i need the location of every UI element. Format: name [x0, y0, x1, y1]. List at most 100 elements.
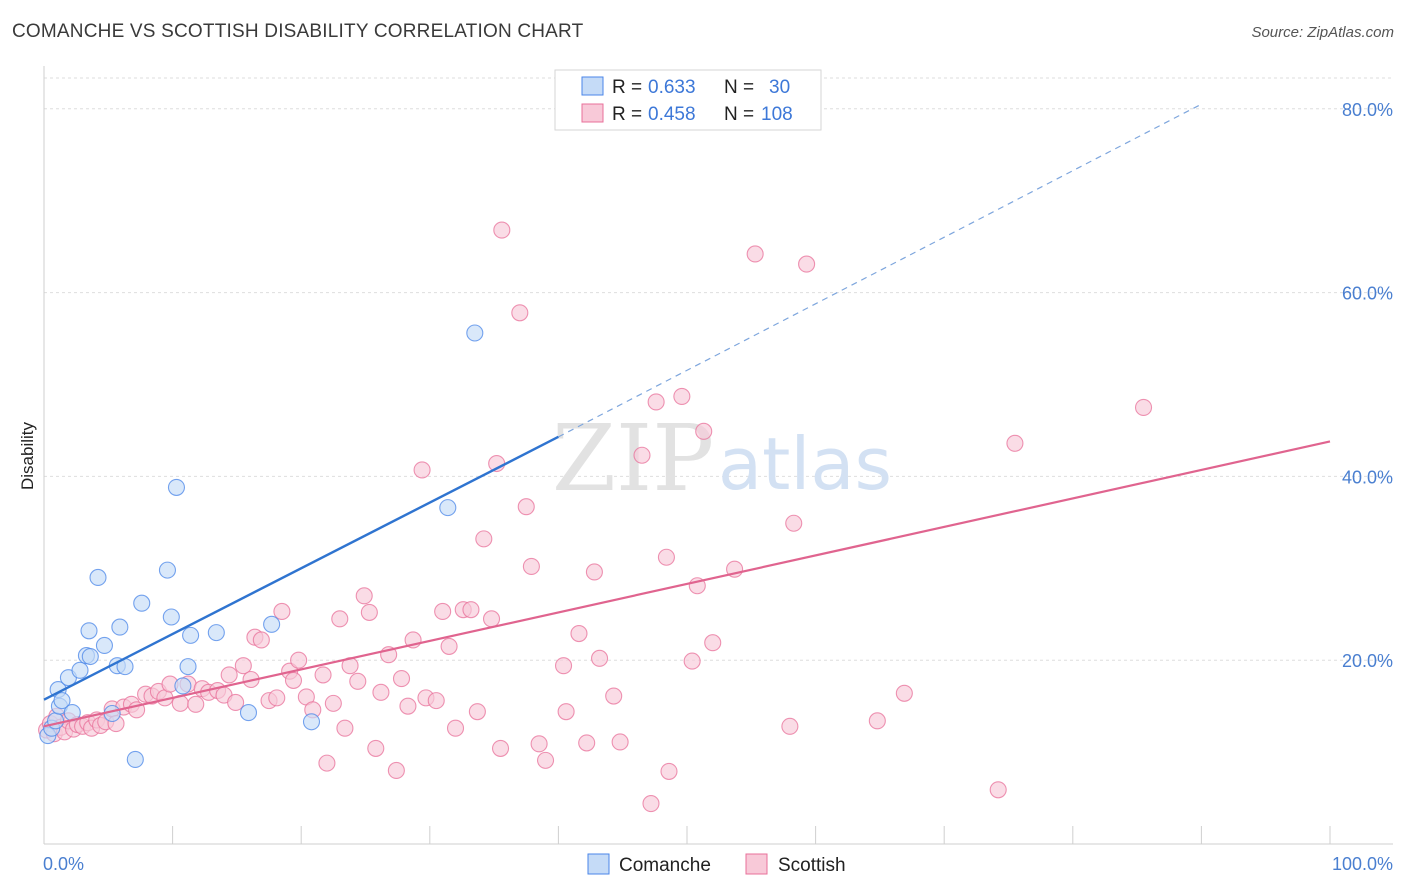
comanche-point — [167, 478, 186, 496]
scottish-point — [468, 703, 486, 721]
scottish-point — [585, 563, 603, 581]
scottish-point — [462, 601, 480, 619]
scottish-point — [399, 697, 417, 715]
grid-lines — [44, 77, 1392, 661]
scottish-point — [660, 762, 678, 780]
legend-r-value-comanche: 0.633 — [648, 77, 696, 98]
comanche-point — [302, 713, 321, 731]
scottish-point — [1006, 434, 1024, 452]
scottish-point — [989, 781, 1007, 799]
scottish-point — [413, 461, 431, 479]
scottish-point — [314, 666, 332, 684]
comanche-point — [239, 704, 258, 722]
comanche-point — [53, 692, 71, 710]
scottish-point — [491, 739, 510, 757]
comanche-point — [179, 658, 197, 676]
legend-n-label-scottish: N = — [724, 104, 754, 125]
legend: R = 0.633 N = 30 R = 0.458 N = 108 — [554, 69, 822, 131]
scottish-point — [336, 719, 354, 737]
comanche-points — [39, 324, 484, 768]
scottish-point — [557, 703, 575, 721]
scottish-point — [611, 733, 629, 751]
scottish-points — [38, 221, 1153, 813]
scottish-point — [785, 514, 803, 532]
scottish-point — [482, 610, 501, 628]
scottish-point — [511, 304, 529, 322]
comanche-point — [133, 594, 151, 612]
comanche-point — [126, 750, 144, 768]
comanche-point — [263, 615, 281, 633]
bottom-legend-label-comanche: Comanche — [619, 855, 711, 876]
scottish-point — [475, 530, 493, 548]
scottish-point — [1134, 398, 1153, 417]
scottish-point — [227, 693, 245, 712]
legend-r-value-scottish: 0.458 — [648, 104, 696, 125]
comanche-point — [71, 661, 89, 679]
scottish-trend-line — [43, 440, 1331, 728]
scottish-point — [367, 739, 385, 757]
scottish-point — [331, 610, 349, 628]
scottish-point — [570, 624, 588, 643]
scottish-point — [440, 637, 458, 655]
y-tick-label: 80.0% — [1342, 100, 1393, 120]
comanche-trend-line — [43, 435, 559, 701]
watermark-atlas: atlas — [718, 422, 892, 506]
comanche-point — [207, 624, 225, 642]
scottish-point — [673, 387, 691, 405]
scottish-point — [268, 689, 286, 707]
scottish-point — [392, 670, 411, 688]
scottish-point — [530, 735, 548, 753]
scottish-point — [695, 422, 713, 440]
legend-swatch-comanche — [581, 76, 604, 96]
scottish-point — [657, 548, 675, 566]
scottish-point — [781, 717, 799, 735]
scottish-point — [605, 687, 623, 705]
source-label: Source: ZipAtlas.com — [1251, 24, 1394, 41]
scottish-point — [798, 255, 816, 273]
scottish-point — [220, 666, 238, 684]
scottish-point — [187, 695, 205, 713]
scottish-point — [493, 221, 511, 239]
scottish-point — [290, 651, 308, 669]
scottish-point — [284, 671, 303, 689]
axes — [43, 66, 1393, 845]
bottom-legend-label-scottish: Scottish — [778, 855, 846, 876]
comanche-point — [174, 677, 192, 695]
scottish-point — [446, 719, 465, 737]
scottish-point — [355, 587, 373, 605]
legend-swatch-scottish — [581, 103, 604, 123]
scottish-point — [234, 657, 252, 675]
scottish-point — [360, 603, 378, 621]
comanche-point — [439, 499, 457, 517]
x-tick-label-max: 100.0% — [1332, 854, 1393, 874]
scottish-point — [704, 634, 722, 652]
scottish-point — [318, 754, 336, 772]
legend-n-label-comanche: N = — [724, 77, 754, 98]
bottom-legend-swatch-comanche — [587, 853, 610, 875]
scottish-point — [536, 751, 555, 769]
trend-lines — [43, 103, 1331, 728]
scottish-point — [387, 761, 405, 780]
comanche-point — [111, 618, 129, 636]
bottom-legend-swatch-scottish — [745, 853, 768, 875]
scottish-point — [746, 245, 764, 263]
scottish-point — [349, 672, 367, 690]
scottish-point — [273, 602, 291, 621]
y-tick-label: 20.0% — [1342, 651, 1393, 671]
legend-r-label-comanche: R = — [612, 77, 642, 98]
scottish-point — [427, 692, 445, 710]
bottom-legend: Comanche Scottish — [587, 853, 846, 876]
legend-n-value-scottish: 108 — [761, 104, 793, 125]
y-tick-label: 60.0% — [1342, 284, 1393, 304]
scottish-point — [578, 734, 596, 752]
scottish-point — [554, 657, 573, 675]
comanche-point — [158, 561, 177, 579]
legend-n-value-comanche: 30 — [769, 77, 790, 98]
comanche-trend-extension — [558, 103, 1202, 438]
scottish-point — [683, 652, 701, 670]
scottish-point — [324, 694, 342, 712]
comanche-point — [89, 568, 107, 587]
y-tick-label: 40.0% — [1342, 467, 1393, 487]
scottish-point — [517, 498, 535, 516]
